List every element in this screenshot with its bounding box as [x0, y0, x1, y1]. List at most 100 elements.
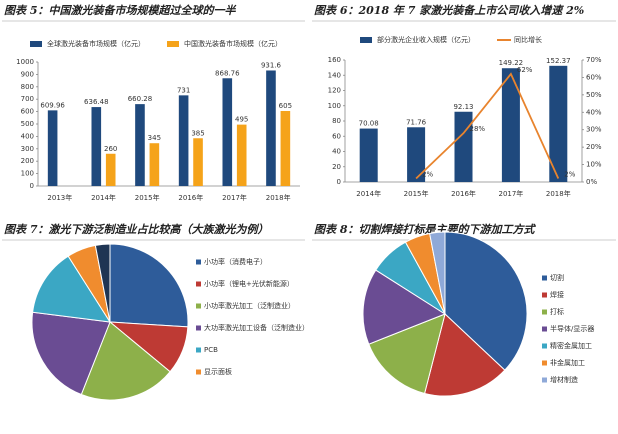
legend-swatch [360, 37, 372, 43]
data-label: 868.76 [215, 69, 240, 77]
legend-label: 非金属加工 [550, 358, 585, 367]
y-tick-label: 700 [21, 95, 34, 103]
data-label: 385 [191, 129, 204, 137]
y-tick-label: 600 [21, 108, 34, 116]
legend-label: 同比增长 [514, 35, 542, 44]
data-label: 260 [104, 145, 117, 153]
legend-swatch [542, 377, 547, 383]
x-tick-label: 2018年 [266, 193, 291, 202]
bar [501, 68, 520, 182]
legend-swatch [196, 259, 201, 265]
legend-label: 切割 [550, 273, 564, 282]
y-tick-label: 100 [328, 102, 341, 110]
y2-tick-label: 20% [586, 143, 602, 151]
bar [359, 128, 378, 182]
y-tick-label: 120 [328, 87, 341, 95]
bar [178, 95, 189, 186]
legend-swatch [542, 309, 547, 315]
x-tick-label: 2017年 [222, 193, 247, 202]
bar [193, 138, 203, 186]
pie-slice [423, 313, 506, 397]
legend-label: 精密金属加工 [550, 341, 592, 350]
data-label: 609.96 [40, 101, 65, 109]
y-tick-label: 400 [21, 132, 34, 140]
legend-label: PCB [204, 346, 218, 354]
x-tick-label: 2015年 [404, 189, 429, 198]
legend-swatch [196, 369, 201, 375]
bar [280, 110, 291, 186]
y2-tick-label: 30% [586, 126, 602, 134]
y2-tick-label: 50% [586, 91, 602, 99]
x-tick-label: 2018年 [546, 189, 571, 198]
x-tick-label: 2015年 [135, 193, 160, 202]
pie-slice [94, 243, 111, 323]
pie-slice [80, 321, 171, 401]
data-label: 636.48 [84, 98, 109, 106]
legend-swatch [542, 360, 547, 366]
pie-slice [31, 311, 111, 396]
pie-slice [368, 313, 446, 395]
legend-swatch [542, 275, 547, 281]
pie-slice [444, 231, 528, 371]
y-tick-label: 900 [21, 70, 34, 78]
data-label: 605 [279, 102, 292, 110]
pie-slice [362, 269, 447, 345]
bar [407, 127, 426, 182]
y2-tick-label: 60% [586, 73, 602, 81]
pie-slice [429, 231, 446, 315]
bar [222, 78, 233, 186]
legend-swatch [542, 326, 547, 332]
bar [549, 65, 568, 182]
bar [454, 111, 473, 182]
legend-swatch [30, 41, 42, 47]
chart-title: 图表 7：激光下游泛制造业占比较高（大族激光为例） [4, 223, 268, 236]
data-label: 660.28 [128, 95, 153, 103]
bar [91, 107, 102, 186]
legend-label: 部分激光企业收入规模（亿元） [377, 35, 475, 44]
legend-swatch [542, 343, 547, 349]
legend-label: 焊接 [550, 290, 564, 299]
legend-label: 打标 [550, 307, 564, 316]
line [415, 72, 560, 180]
data-label: 2% [564, 171, 575, 179]
legend-swatch [542, 292, 547, 298]
legend-label: 小功率激光加工（泛制造业） [204, 301, 295, 310]
legend-swatch [196, 347, 201, 353]
pie-slice [32, 255, 111, 323]
bar [149, 143, 160, 186]
data-label: 2% [422, 171, 433, 179]
x-tick-label: 2016年 [178, 193, 203, 202]
pie-slice [109, 243, 189, 328]
data-label: 345 [148, 134, 161, 142]
bar [47, 110, 58, 186]
legend-label: 增材制造 [550, 375, 578, 384]
x-tick-label: 2014年 [356, 189, 381, 198]
legend-label: 小功率（锂电+光伏新能源） [204, 279, 294, 288]
legend-label: 中国激光装备市场规模（亿元） [184, 39, 282, 48]
chart-title: 图表 6：2018 年 7 家激光装备上市公司收入增速 2% [314, 4, 584, 17]
bar [236, 124, 247, 186]
y2-tick-label: 0% [586, 178, 597, 186]
data-label: 152.37 [546, 57, 571, 65]
x-tick-label: 2017年 [498, 189, 523, 198]
legend-swatch [167, 41, 179, 47]
y-tick-label: 100 [21, 170, 34, 178]
x-tick-label: 2013年 [47, 193, 72, 202]
data-label: 731 [177, 86, 190, 94]
data-label: 931.6 [261, 61, 282, 69]
legend-label: 小功率（消费电子） [204, 257, 267, 266]
legend-swatch [196, 325, 201, 331]
y2-tick-label: 10% [586, 161, 602, 169]
y-tick-label: 1000 [16, 58, 34, 66]
y-tick-label: 60 [332, 132, 341, 140]
chart-title: 图表 8：切割焊接打标是主要的下游加工方式 [314, 223, 536, 236]
data-label: 495 [235, 116, 248, 124]
legend-label: 大功率激光加工设备（泛制造业） [204, 323, 309, 332]
y-tick-label: 140 [328, 71, 341, 79]
y-tick-label: 20 [332, 163, 341, 171]
y-tick-label: 40 [332, 148, 341, 156]
data-label: 70.08 [359, 120, 379, 128]
legend-swatch [196, 303, 201, 309]
legend-label: 半导体/显示器 [550, 324, 594, 333]
